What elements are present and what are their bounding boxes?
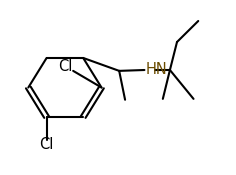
Text: Cl: Cl <box>39 137 54 152</box>
Text: Cl: Cl <box>58 59 72 74</box>
Text: HN: HN <box>146 62 168 78</box>
